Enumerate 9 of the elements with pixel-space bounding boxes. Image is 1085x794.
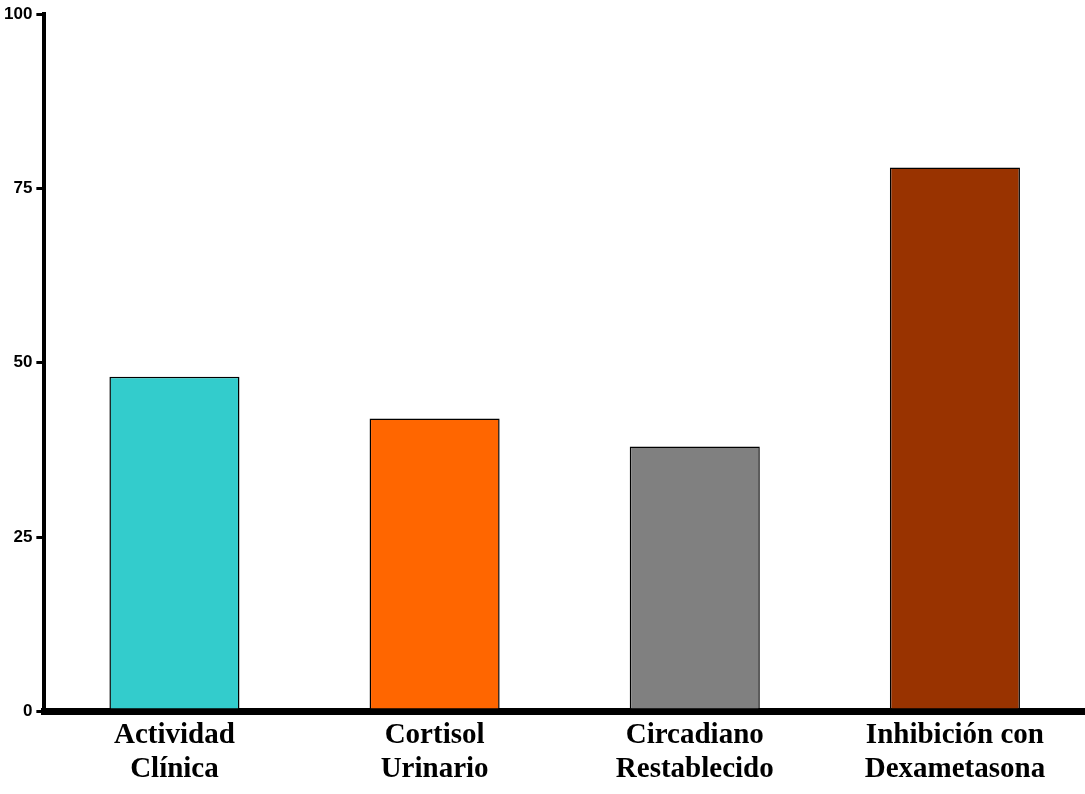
y-tick-label: 50 [13,352,33,372]
y-tick-label: 25 [13,526,33,546]
y-tick-label: 0 [22,700,33,720]
y-tick-label: 75 [13,178,33,198]
x-tick-label: Cortisol Urinario [380,717,489,783]
x-tick-label: Inhibición con Dexametasona [864,717,1046,783]
x-tick-label: Actividad Clínica [114,717,235,783]
x-tick-label: Circadiano Restablecido [615,717,774,783]
y-tick-label: 100 [3,3,33,23]
